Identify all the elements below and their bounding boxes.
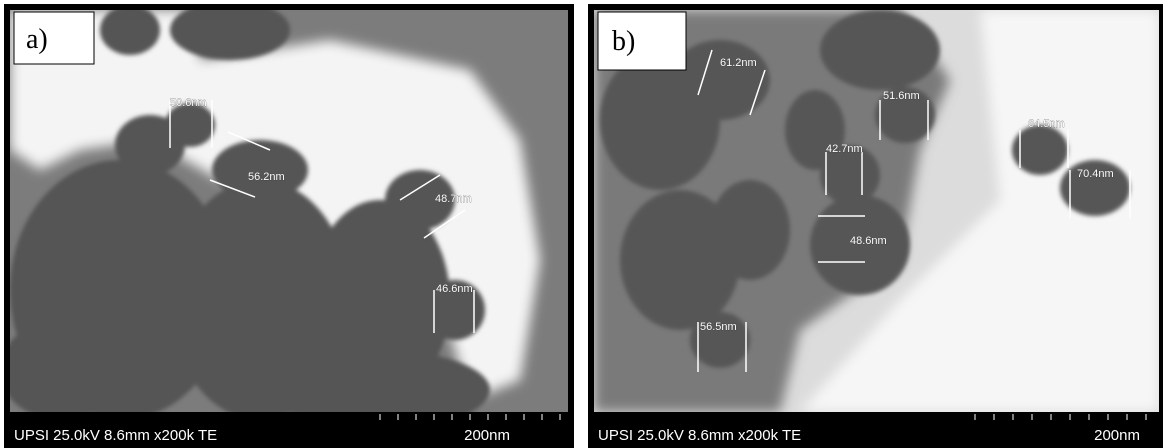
measurement: 61.2nm (720, 57, 757, 69)
measurement: 56.2nm (248, 171, 285, 183)
measurement: 51.6nm (883, 90, 920, 102)
scale-label: 200nm (464, 427, 510, 444)
measurement: 48.6nm (850, 235, 887, 247)
footer-info: UPSI 25.0kV 8.6mm x200k TE (14, 427, 217, 444)
figure: a) 50.6nm 56.2nm 48.7nm 46.6nm UPSI 25.0… (0, 0, 1163, 448)
footer-info: UPSI 25.0kV 8.6mm x200k TE (598, 427, 801, 444)
measurement: 46.6nm (436, 283, 473, 295)
panel-label: b) (612, 26, 635, 57)
scale-label: 200nm (1094, 427, 1140, 444)
measurement: 42.7nm (826, 143, 863, 155)
measurement: 70.4nm (1077, 168, 1114, 180)
measurement: 56.5nm (700, 321, 737, 333)
measurement: 64.5nm (1028, 118, 1065, 130)
measurement: 48.7nm (435, 193, 472, 205)
panel-b: b) 61.2nm 51.6nm 42.7nm 48.6nm 64.5nm 70… (588, 4, 1163, 448)
panel-label: a) (26, 24, 48, 55)
panel-a: a) 50.6nm 56.2nm 48.7nm 46.6nm UPSI 25.0… (0, 0, 574, 448)
measurement: 50.6nm (170, 97, 207, 109)
